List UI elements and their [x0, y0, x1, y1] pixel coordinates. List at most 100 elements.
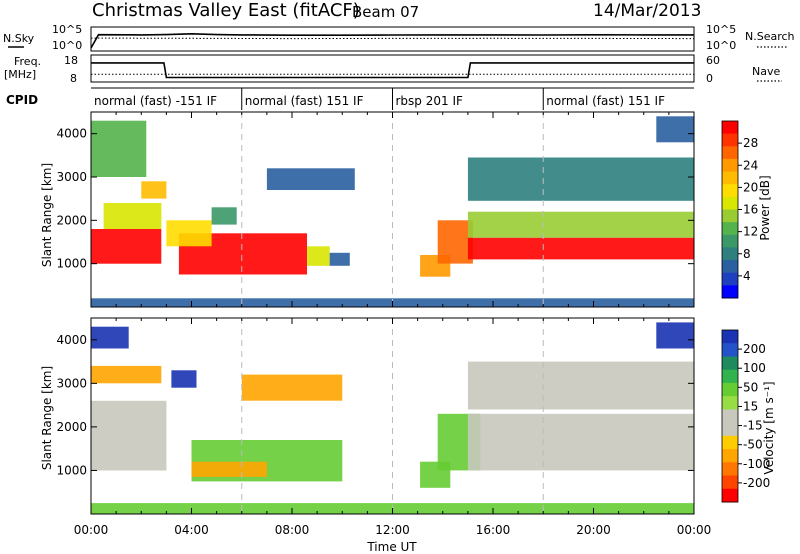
velocity-region-9 [467, 413, 694, 471]
cpid-segment-label-1: normal (fast) 151 IF [245, 94, 364, 108]
cpid-segment-label-2: rbsp 201 IF [396, 94, 463, 108]
power-swatch-11 [722, 260, 738, 274]
velocity-colorbar-label-3: 15 [743, 399, 758, 413]
cpid-segment-label-3: normal (fast) 151 IF [546, 94, 665, 108]
beam-title: Beam 07 [352, 3, 419, 21]
power-ytick-label-2: 3000 [56, 170, 87, 184]
power-swatch-8 [722, 222, 738, 236]
power-ylabel: Slant Range [km] [40, 163, 54, 267]
xtick-label-4: 16:00 [476, 523, 511, 537]
power-swatch-6 [722, 196, 738, 210]
velocity-swatch-3 [722, 369, 738, 384]
velocity-swatch-6 [722, 409, 738, 424]
cpid-band: CPID normal (fast) -151 IF normal (fast) … [6, 87, 694, 110]
power-swatch-5 [722, 184, 738, 198]
power-region-2 [91, 120, 147, 177]
velocity-region-0 [91, 400, 167, 471]
cpid-segment-label-0: normal (fast) -151 IF [94, 94, 217, 108]
power-colorbar-title: Power [dB] [758, 175, 772, 240]
power-colorbar-label-4: 12 [743, 225, 758, 239]
power-swatch-13 [722, 285, 738, 299]
power-region-6 [329, 252, 350, 266]
nsearch-label: N.Search [745, 30, 795, 43]
velocity-swatch-2 [722, 356, 738, 371]
xtick-label-6: 00:00 [677, 523, 712, 537]
xtick-label-0: 00:00 [74, 523, 109, 537]
velocity-colorbar-frame [721, 329, 739, 503]
velocity-swatch-9 [722, 449, 738, 463]
velocity-swatch-5 [722, 396, 738, 410]
x-axis-label: Time UT [366, 540, 417, 554]
velocity-region-10 [467, 361, 694, 410]
power-region-15 [656, 116, 694, 143]
velocity-colorbar-title: Velocity [m s⁻¹] [762, 381, 776, 474]
noise-panel: N.Sky 10^5 10^0 10^5 10^0 N.Search [3, 23, 795, 52]
freq-label-line2: [MHz] [4, 68, 36, 81]
power-swatch-12 [722, 272, 738, 286]
velocity-colorbar-label-2: 50 [743, 380, 758, 394]
power-region-11 [437, 220, 473, 264]
velocity-colorbar-label-0: 200 [743, 342, 766, 356]
freq-label-line1: Freq. [14, 55, 41, 68]
station-title: Christmas Valley East (fitACF) [92, 0, 360, 21]
velocity-swatch-7 [722, 422, 738, 437]
power-swatch-0 [722, 121, 738, 135]
velocity-region-2 [91, 326, 129, 349]
velocity-ylabel: Slant Range [km] [40, 366, 54, 470]
xtick-label-5: 20:00 [576, 523, 611, 537]
freq-right-tick-top: 60 [706, 54, 720, 67]
freq-left-tick-top: 18 [64, 54, 78, 67]
power-region-14 [467, 157, 694, 201]
power-region-13 [467, 211, 694, 238]
velocity-colorbar-label-5: -50 [743, 438, 763, 452]
nsky-label: N.Sky [3, 32, 35, 45]
velocity-swatch-10 [722, 462, 738, 476]
power-region-7 [166, 220, 212, 247]
velocity-colorbar: Velocity [m s⁻¹] 200 100 50 15 -15 -50 -100 -20… [721, 329, 776, 503]
velocity-colorbar-label-4: -15 [743, 419, 763, 433]
velocity-region-11 [656, 322, 694, 349]
power-swatch-9 [722, 234, 738, 248]
power-swatch-3 [722, 158, 738, 172]
noise-panel-frame [90, 26, 695, 52]
velocity-swatch-4 [722, 382, 738, 397]
velocity-swatch-1 [722, 343, 738, 357]
power-colorbar-label-3: 16 [743, 203, 758, 217]
velocity-swatch-11 [722, 475, 738, 490]
power-ytick-label-3: 4000 [56, 127, 87, 141]
noise-left-tick-bottom: 10^0 [52, 39, 82, 52]
power-colorbar-label-6: 4 [743, 269, 751, 283]
velocity-colorbar-label-7: -200 [743, 476, 770, 490]
freq-panel-frame [90, 54, 695, 83]
xtick-label-2: 08:00 [275, 523, 310, 537]
nsearch-series-line [90, 37, 695, 40]
power-swatch-7 [722, 209, 738, 223]
power-swatch-1 [722, 133, 738, 147]
velocity-region-3 [171, 370, 197, 388]
velocity-swatch-8 [722, 435, 738, 450]
velocity-colorbar-label-6: -100 [743, 457, 770, 471]
freq-left-tick-bottom: 8 [70, 72, 77, 85]
power-region-9 [266, 168, 355, 190]
power-region-5 [307, 246, 330, 266]
velocity-region-6 [241, 374, 343, 401]
power-colorbar-label-5: 8 [743, 247, 751, 261]
power-swatch-10 [722, 247, 738, 261]
power-region-12 [467, 237, 694, 260]
power-swatch-4 [722, 171, 738, 185]
power-ytick-label-0: 1000 [56, 257, 87, 271]
cpid-label: CPID [6, 93, 38, 107]
power-ytick-label-1: 2000 [56, 213, 87, 227]
power-swatch-2 [722, 146, 738, 160]
power-colorbar-label-0: 28 [743, 136, 758, 150]
power-colorbar-label-1: 24 [743, 158, 758, 172]
freq-panel: Freq. [MHz] 18 8 60 0 Nave [4, 54, 782, 85]
velocity-colorbar-label-1: 100 [743, 361, 766, 375]
velocity-ytick-label-0: 1000 [56, 463, 87, 477]
date-title: 14/Mar/2013 [593, 1, 701, 21]
nave-label: Nave [752, 65, 780, 78]
power-region-0 [91, 229, 162, 264]
power-colorbar-label-2: 20 [743, 180, 758, 194]
velocity-swatch-0 [722, 330, 738, 344]
xtick-label-1: 04:00 [174, 523, 209, 537]
